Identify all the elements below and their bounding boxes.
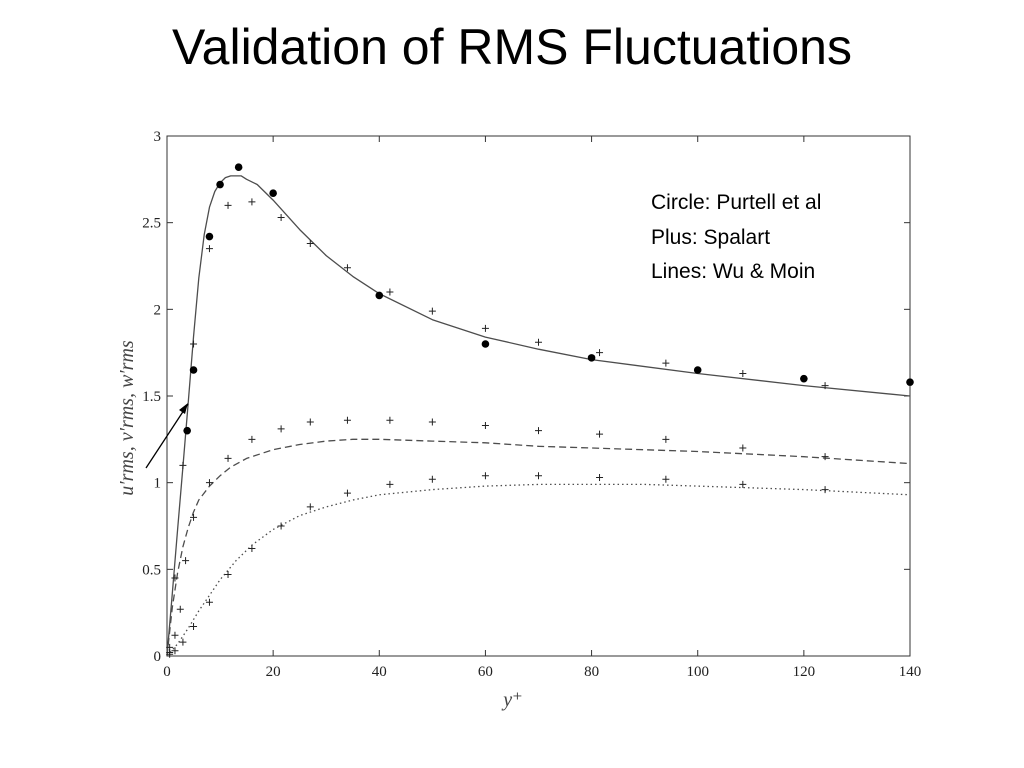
x-tick-label: 60 (478, 664, 493, 680)
plus-marker (171, 631, 179, 639)
x-axis-label: y⁺ (501, 689, 522, 711)
plus-marker (739, 480, 747, 488)
circle-marker (234, 163, 243, 171)
plus-marker (596, 473, 604, 481)
plus-marker (224, 571, 232, 579)
plus-marker (343, 264, 351, 272)
note-circle: Circle: Purtell et al (651, 191, 821, 214)
plus-marker (343, 489, 351, 497)
x-tick-label: 40 (372, 664, 387, 680)
y-tick-label: 0.5 (142, 562, 161, 578)
curve-dashed (166, 438, 911, 657)
y-tick-label: 1.5 (142, 389, 161, 405)
annotation-arrowhead (179, 403, 188, 414)
circle-marker (205, 232, 214, 241)
x-tick-label: 80 (584, 664, 599, 680)
note-plus: Plus: Spalart (651, 226, 770, 249)
y-tick-label: 1 (154, 476, 162, 492)
plus-marker (190, 513, 198, 521)
plus-marker (343, 416, 351, 424)
x-tick-label: 140 (899, 664, 922, 680)
circle-marker (800, 374, 808, 383)
x-tick-label: 0 (163, 664, 171, 680)
plus-marker (481, 472, 489, 480)
plus-marker (821, 453, 829, 461)
circle-marker (216, 180, 224, 189)
plus-marker (306, 418, 314, 426)
plus-marker (205, 245, 213, 253)
plus-marker (171, 574, 179, 582)
plus-marker (205, 479, 213, 487)
plus-marker (182, 557, 190, 565)
curve-dotted (166, 483, 911, 657)
y-tick-label: 2 (154, 302, 162, 318)
note-lines: Lines: Wu & Moin (651, 260, 815, 283)
plus-marker (535, 338, 542, 346)
plus-marker (535, 472, 542, 480)
plus-marker (428, 307, 436, 315)
circle-marker (189, 366, 198, 374)
plus-marker (821, 486, 829, 494)
plus-marker (205, 598, 213, 606)
x-tick-label: 20 (266, 664, 281, 680)
circle-marker (269, 189, 277, 197)
plus-marker (179, 638, 187, 646)
plus-marker (481, 324, 489, 332)
plus-marker (596, 349, 604, 357)
markers-layer (166, 163, 914, 658)
plot-frame (166, 135, 911, 657)
plus-marker (248, 545, 256, 553)
circle-marker (481, 340, 490, 348)
plus-marker (386, 416, 394, 424)
x-tick-label: 120 (793, 664, 816, 680)
plus-marker (190, 340, 198, 348)
plus-marker (277, 522, 285, 530)
y-tick-label: 2.5 (142, 216, 161, 232)
plus-marker (662, 435, 670, 443)
plus-marker (306, 503, 314, 511)
x-tick-label: 100 (686, 664, 709, 680)
slide-title: Validation of RMS Fluctuations (172, 19, 852, 75)
curves-layer (166, 175, 911, 657)
curve-solid (166, 175, 911, 657)
plus-marker (277, 425, 285, 433)
plus-marker (428, 475, 436, 483)
plus-marker (171, 647, 179, 655)
circle-marker (906, 378, 914, 386)
circle-marker (183, 426, 191, 435)
plus-marker (662, 475, 670, 483)
plus-marker (386, 288, 394, 296)
plus-marker (179, 461, 187, 469)
y-axis-label: u′rms, v′rms, w′rms (116, 340, 138, 496)
plus-marker (306, 239, 314, 247)
annotation-arrow (145, 403, 189, 469)
axis-ticks: 0 20 40 60 80 100 120 140 0 0.5 1 1.5 2 2.5 3 (142, 129, 921, 680)
y-tick-label: 0 (154, 649, 162, 665)
plus-marker (190, 623, 198, 631)
plus-marker (481, 421, 489, 429)
plus-marker (662, 359, 670, 367)
y-tick-label: 3 (154, 129, 162, 145)
plus-marker (428, 418, 436, 426)
plus-marker (224, 201, 232, 209)
plus-marker (821, 382, 829, 390)
circle-marker (375, 291, 384, 300)
plus-marker (739, 444, 747, 452)
plus-marker (176, 605, 184, 613)
circle-marker (693, 366, 702, 374)
circle-marker (587, 354, 596, 362)
plus-marker (739, 369, 747, 377)
plus-marker (248, 435, 256, 443)
plus-marker (248, 198, 256, 206)
plus-marker (386, 480, 394, 488)
plus-marker (166, 650, 174, 658)
plus-marker (535, 427, 542, 435)
plus-marker (224, 454, 232, 462)
plus-marker (596, 430, 604, 438)
plus-marker (277, 213, 285, 221)
